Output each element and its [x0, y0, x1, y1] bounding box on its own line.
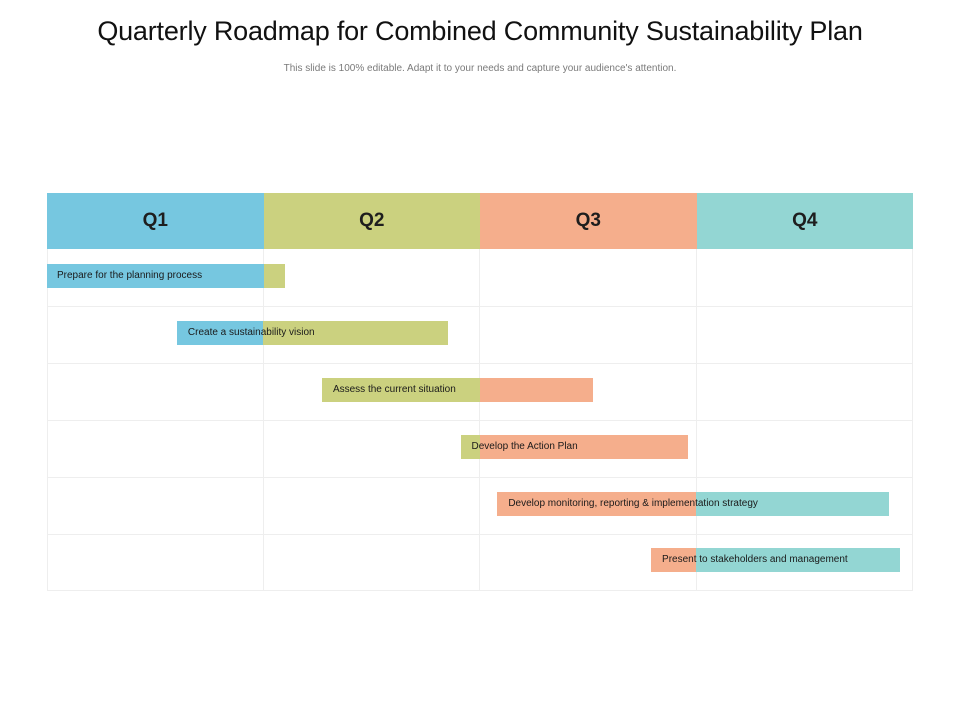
task-label: Present to stakeholders and management — [662, 554, 848, 566]
grid-line — [47, 590, 913, 591]
task-bar: Create a sustainability vision — [176, 321, 448, 346]
task-label: Develop the Action Plan — [471, 440, 578, 452]
quarter-header-q2: Q2 — [263, 193, 480, 249]
page-title: Quarterly Roadmap for Combined Community… — [97, 16, 863, 46]
task-bar-segment — [479, 434, 688, 459]
grid-line — [47, 534, 913, 535]
task-bar-segment — [460, 434, 480, 459]
grid-line — [47, 477, 913, 478]
task-bar-segment — [47, 264, 264, 289]
quarter-header-q4: Q4 — [696, 193, 913, 249]
quarter-header-q1: Q1 — [47, 193, 264, 249]
grid-line — [47, 420, 913, 421]
task-bar-segment — [497, 491, 697, 516]
task-bar-segment — [321, 378, 480, 402]
task-bar: Present to stakeholders and management — [651, 548, 900, 573]
task-bar-segment — [479, 378, 593, 402]
task-label: Prepare for the planning process — [57, 270, 203, 282]
task-label: Create a sustainability vision — [187, 327, 315, 339]
page-subtitle: This slide is 100% editable. Adapt it to… — [283, 63, 677, 74]
quarter-header-q3: Q3 — [480, 193, 697, 249]
task-bar: Develop monitoring, reporting & implemen… — [497, 491, 890, 516]
grid-line — [47, 363, 913, 364]
task-bar: Prepare for the planning process — [46, 264, 286, 289]
task-bar-segment — [263, 264, 286, 289]
task-bar-segment — [263, 321, 448, 346]
task-label: Assess the current situation — [332, 384, 456, 395]
task-bar-segment — [696, 491, 890, 516]
task-bar-segment — [176, 321, 264, 346]
grid-line — [47, 306, 913, 307]
task-bar: Develop the Action Plan — [460, 434, 688, 459]
task-bar-segment — [696, 548, 900, 573]
task-bar-segment — [651, 548, 697, 573]
quarterly-roadmap: Q1 Q2 Q3 Q4 Prepare for the planning pro… — [47, 193, 913, 591]
task-bar: Assess the current situation — [321, 378, 593, 402]
task-label: Develop monitoring, reporting & implemen… — [508, 497, 758, 509]
